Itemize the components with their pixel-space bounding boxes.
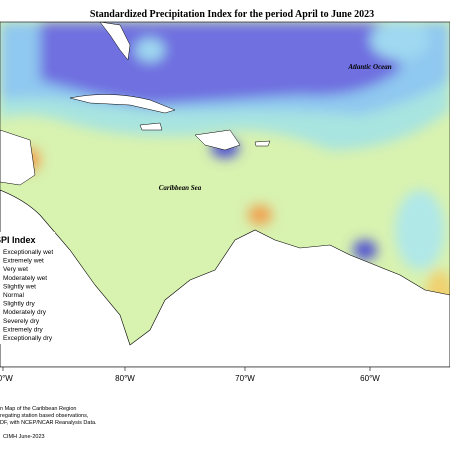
legend-item: Moderately wet	[3, 275, 47, 282]
map-frame	[0, 21, 450, 368]
legend-title: SPI Index	[0, 235, 36, 245]
footer-line: regating station based observations,	[0, 413, 89, 419]
longitude-label: 90°W	[0, 374, 13, 383]
footer-line: n Map of the Caribbean Region	[0, 406, 76, 412]
legend-item: Moderately dry	[3, 309, 47, 316]
legend-item: Extremely dry	[3, 326, 43, 333]
ocean-label: Atlantic Ocean	[347, 63, 391, 71]
legend: SPI Index Exceptionally wet Extremely wetV…	[0, 232, 55, 344]
sea-label: Caribbean Sea	[159, 184, 202, 192]
legend-item: Severely dry	[3, 318, 40, 325]
longitude-label: 80°W	[115, 374, 135, 383]
legend-item: Exceptionally wet	[3, 249, 53, 256]
legend-item: Normal	[3, 292, 25, 299]
legend-item: Very wet	[3, 266, 28, 273]
credit: CIMH June-2023	[3, 434, 45, 440]
legend-item: Exceptionally dry	[3, 335, 53, 342]
legend-box	[0, 232, 55, 344]
legend-item: Slightly dry	[3, 301, 36, 308]
map-area	[0, 22, 450, 367]
longitude-label: 60°W	[360, 374, 380, 383]
longitude-axis: 90°W 80°W 70°W 60°W	[0, 367, 380, 383]
title: Standardized Precipitation Index for the…	[90, 9, 374, 20]
legend-item: Extremely wet	[3, 258, 44, 265]
footer-line: DF, with NCEP/NCAR Reanalysis Data.	[0, 420, 97, 426]
longitude-label: 70°W	[235, 374, 255, 383]
legend-item: Slightly wet	[3, 283, 36, 290]
